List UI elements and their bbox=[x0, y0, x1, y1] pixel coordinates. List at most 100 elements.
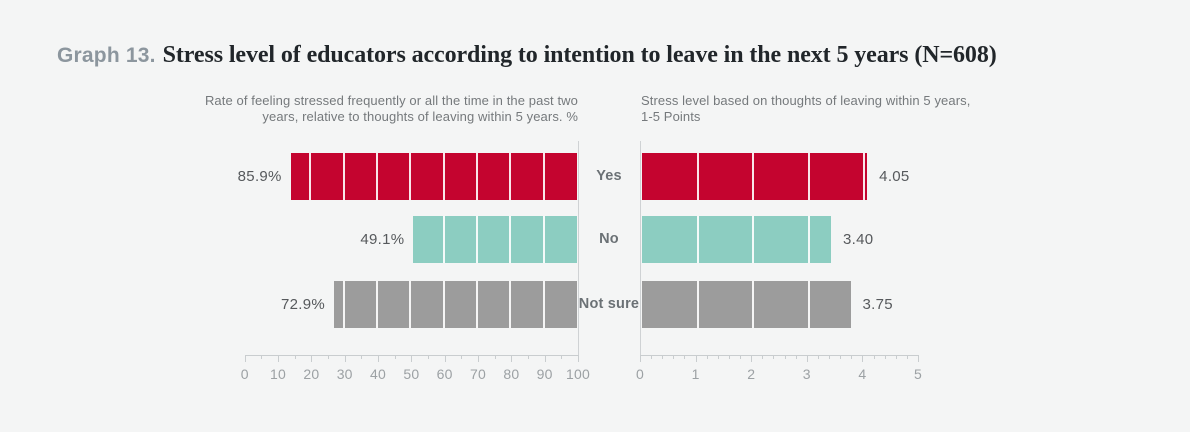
stress-level-minor-tick bbox=[784, 355, 786, 359]
stress-rate-major-tick bbox=[278, 355, 280, 362]
stress-level-minor-tick bbox=[817, 355, 819, 359]
stress-rate-tick-label: 90 bbox=[536, 366, 553, 382]
graph-title-text: Stress level of educators according to i… bbox=[162, 42, 997, 68]
stress-level-minor-tick bbox=[884, 355, 886, 359]
stress-level-minor-tick bbox=[773, 355, 775, 359]
stress-rate-bar-gridline bbox=[509, 153, 512, 200]
stress-rate-tick-label: 80 bbox=[503, 366, 520, 382]
stress-rate-tick-label: 10 bbox=[270, 366, 286, 382]
stress-rate-bar-gridline bbox=[409, 281, 412, 328]
stress-level-minor-tick bbox=[651, 355, 653, 359]
stress-rate-bar-gridline bbox=[542, 216, 545, 263]
stress-rate-tick-label: 50 bbox=[403, 366, 420, 382]
stress-rate-tick-label: 60 bbox=[436, 366, 453, 382]
stress-rate-major-tick bbox=[411, 355, 413, 362]
stress-level-tick-label: 3 bbox=[802, 366, 811, 382]
stress-rate-bar-gridline bbox=[542, 281, 545, 328]
stress-level-bar-no bbox=[642, 216, 832, 263]
stress-level-minor-tick bbox=[873, 355, 875, 359]
stress-rate-major-tick bbox=[578, 355, 579, 362]
stress-rate-bar-gridline bbox=[342, 153, 345, 200]
stress-rate-bar-gridline bbox=[442, 216, 445, 263]
stress-rate-bar-gridline bbox=[342, 281, 345, 328]
stress-level-tick-label: 4 bbox=[858, 366, 867, 382]
stress-rate-bar-gridline bbox=[376, 153, 379, 200]
stress-rate-tick-label: 0 bbox=[240, 366, 249, 382]
stress-level-bar-gridline bbox=[752, 153, 755, 200]
stress-level-value-label-yes: 4.05 bbox=[879, 168, 910, 185]
category-label-no: No bbox=[599, 231, 619, 247]
stress-rate-tick-label: 70 bbox=[470, 366, 486, 382]
stress-rate-tick-label: 100 bbox=[566, 366, 590, 382]
stress-rate-bar-gridline bbox=[509, 281, 512, 328]
stress-level-bar-gridline bbox=[696, 153, 699, 200]
stress-rate-bar-yes bbox=[290, 153, 577, 200]
stress-rate-bar-gridline bbox=[409, 153, 412, 200]
graph-number-label: Graph 13. bbox=[57, 44, 156, 67]
stress-level-major-tick bbox=[751, 355, 753, 362]
stress-rate-major-tick bbox=[544, 355, 546, 362]
stress-level-bar-gridline bbox=[752, 281, 755, 328]
stress-level-minor-tick bbox=[851, 355, 853, 359]
stress-rate-tick-label: 30 bbox=[336, 366, 353, 382]
stress-rate-minor-tick bbox=[261, 355, 263, 359]
stress-level-minor-tick bbox=[795, 355, 797, 359]
stress-level-minor-tick bbox=[740, 355, 742, 359]
stress-level-minor-tick bbox=[895, 355, 897, 359]
stress-level-bar-not-sure bbox=[642, 281, 851, 328]
stress-level-minor-tick bbox=[706, 355, 708, 359]
stress-level-minor-tick bbox=[840, 355, 842, 359]
stress-level-major-tick bbox=[695, 355, 697, 362]
stress-level-x-axis-line bbox=[640, 355, 919, 356]
stress-rate-value-label-no: 49.1% bbox=[360, 231, 405, 248]
stress-rate-minor-tick bbox=[328, 355, 330, 359]
stress-level-major-tick bbox=[640, 355, 641, 362]
stress-level-zero-axis-line bbox=[640, 141, 641, 355]
stress-level-minor-tick bbox=[673, 355, 675, 359]
stress-rate-bar-gridline bbox=[309, 153, 312, 200]
right-chart-subtitle: Stress level based on thoughts of leavin… bbox=[641, 93, 971, 124]
stress-level-bar-gridline bbox=[863, 153, 866, 200]
stress-rate-bar-gridline bbox=[442, 281, 445, 328]
stress-rate-major-tick bbox=[478, 355, 479, 362]
stress-rate-major-tick bbox=[344, 355, 346, 362]
stress-rate-bar-not-sure bbox=[334, 281, 577, 328]
stress-level-bar-yes bbox=[642, 153, 868, 200]
stress-level-tick-label: 1 bbox=[691, 366, 700, 382]
stress-rate-value-label-yes: 85.9% bbox=[237, 168, 282, 185]
stress-level-minor-tick bbox=[906, 355, 908, 359]
stress-level-bar-gridline bbox=[807, 216, 810, 263]
stress-rate-major-tick bbox=[311, 355, 313, 362]
stress-level-major-tick bbox=[806, 355, 808, 362]
stress-rate-bar-gridline bbox=[476, 281, 478, 328]
stress-level-value-label-not-sure: 3.75 bbox=[862, 296, 893, 313]
stress-rate-minor-tick bbox=[394, 355, 396, 359]
stress-level-bar-gridline bbox=[752, 216, 755, 263]
stress-rate-major-tick bbox=[244, 355, 246, 362]
stress-rate-major-tick bbox=[444, 355, 446, 362]
stress-rate-bar-gridline bbox=[542, 153, 545, 200]
stress-rate-major-tick bbox=[511, 355, 513, 362]
stress-level-minor-tick bbox=[829, 355, 831, 359]
stress-level-tick-label: 0 bbox=[636, 366, 644, 382]
stress-rate-tick-label: 20 bbox=[303, 366, 320, 382]
stress-rate-minor-tick bbox=[294, 355, 296, 359]
stress-rate-bar-no bbox=[413, 216, 577, 263]
stress-rate-major-tick bbox=[378, 355, 380, 362]
category-label-yes: Yes bbox=[596, 168, 622, 184]
stress-level-bar-gridline bbox=[807, 281, 810, 328]
stress-rate-bar-gridline bbox=[376, 281, 379, 328]
stress-rate-minor-tick bbox=[561, 355, 563, 359]
stress-level-tick-label: 5 bbox=[914, 366, 922, 382]
stress-level-major-tick bbox=[918, 355, 919, 362]
stress-rate-minor-tick bbox=[494, 355, 496, 359]
stress-level-tick-label: 2 bbox=[747, 366, 756, 382]
stress-rate-bar-gridline bbox=[476, 216, 478, 263]
stress-level-minor-tick bbox=[684, 355, 686, 359]
stress-rate-minor-tick bbox=[361, 355, 363, 359]
stress-rate-value-label-not-sure: 72.9% bbox=[280, 296, 326, 313]
stress-level-minor-tick bbox=[717, 355, 719, 359]
stress-level-bar-gridline bbox=[696, 281, 699, 328]
stress-level-bar-gridline bbox=[696, 216, 699, 263]
